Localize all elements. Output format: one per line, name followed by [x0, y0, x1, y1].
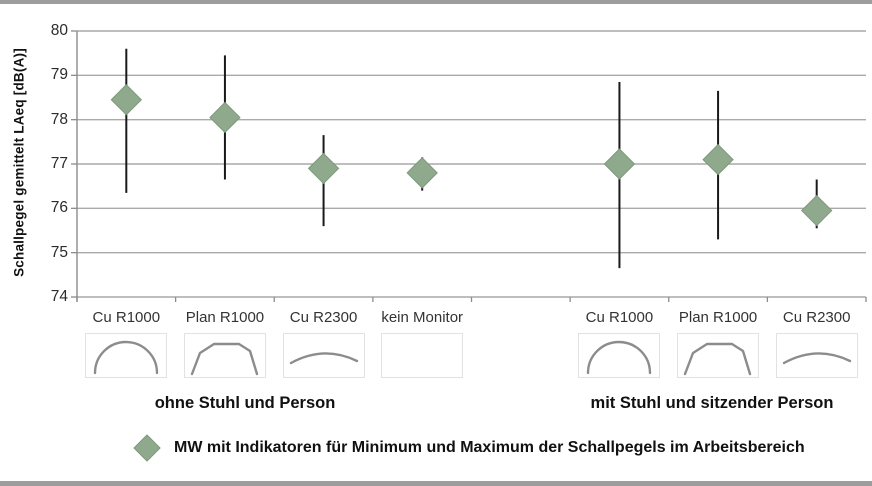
- monitor-shape-box: [183, 333, 266, 378]
- monitor-curve-shallow-icon: [782, 352, 851, 365]
- monitor-shape-box: [85, 333, 168, 378]
- y-tick-label: 75: [50, 243, 68, 261]
- mean-diamond-marker: [800, 194, 833, 227]
- mean-diamond-marker: [603, 148, 636, 180]
- y-tick-label: 77: [50, 155, 68, 172]
- monitor-curve-strong-icon: [94, 340, 159, 375]
- y-tick-label: 74: [50, 288, 68, 305]
- y-tick-label: 79: [50, 66, 68, 84]
- category-label: Cu R2300: [289, 309, 358, 326]
- monitor-curve-flattop-icon: [683, 342, 752, 376]
- y-tick-label: 76: [50, 199, 68, 217]
- legend-diamond-marker-icon: [133, 434, 161, 462]
- group-label-without-chair: ohne Stuhl und Person: [154, 394, 336, 412]
- monitor-curve-strong-icon: [587, 340, 652, 375]
- monitor-curve-flattop-icon: [190, 342, 259, 376]
- figure-top-border: [0, 0, 872, 4]
- mean-diamond-marker: [209, 101, 241, 134]
- y-tick-label: 80: [50, 22, 68, 39]
- category-label: Plan R1000: [185, 309, 265, 326]
- legend: MW mit Indikatoren für Minimum und Maxim…: [133, 434, 805, 462]
- monitor-shape-box: [775, 333, 858, 378]
- no-monitor-empty-box: [381, 333, 464, 378]
- monitor-curve-shallow-icon: [289, 352, 358, 365]
- category-label: kein Monitor: [381, 309, 464, 326]
- category-label: Cu R1000: [92, 309, 161, 326]
- mean-diamond-marker: [110, 84, 143, 116]
- figure-bottom-border: [0, 481, 872, 486]
- monitor-shape-box: [677, 333, 760, 378]
- category-label: Cu R1000: [585, 309, 654, 326]
- legend-label: MW mit Indikatoren für Minimum und Maxim…: [174, 439, 805, 456]
- y-tick-label: 78: [50, 110, 68, 128]
- category-label: Plan R1000: [678, 309, 758, 326]
- monitor-shape-box: [578, 333, 661, 378]
- monitor-shape-box: [282, 333, 365, 378]
- mean-diamond-marker: [307, 152, 340, 185]
- mean-diamond-marker: [702, 143, 734, 176]
- category-label: Cu R2300: [782, 309, 851, 326]
- group-label-with-chair: mit Stuhl und sitzender Person: [590, 394, 834, 412]
- mean-diamond-marker: [406, 157, 438, 189]
